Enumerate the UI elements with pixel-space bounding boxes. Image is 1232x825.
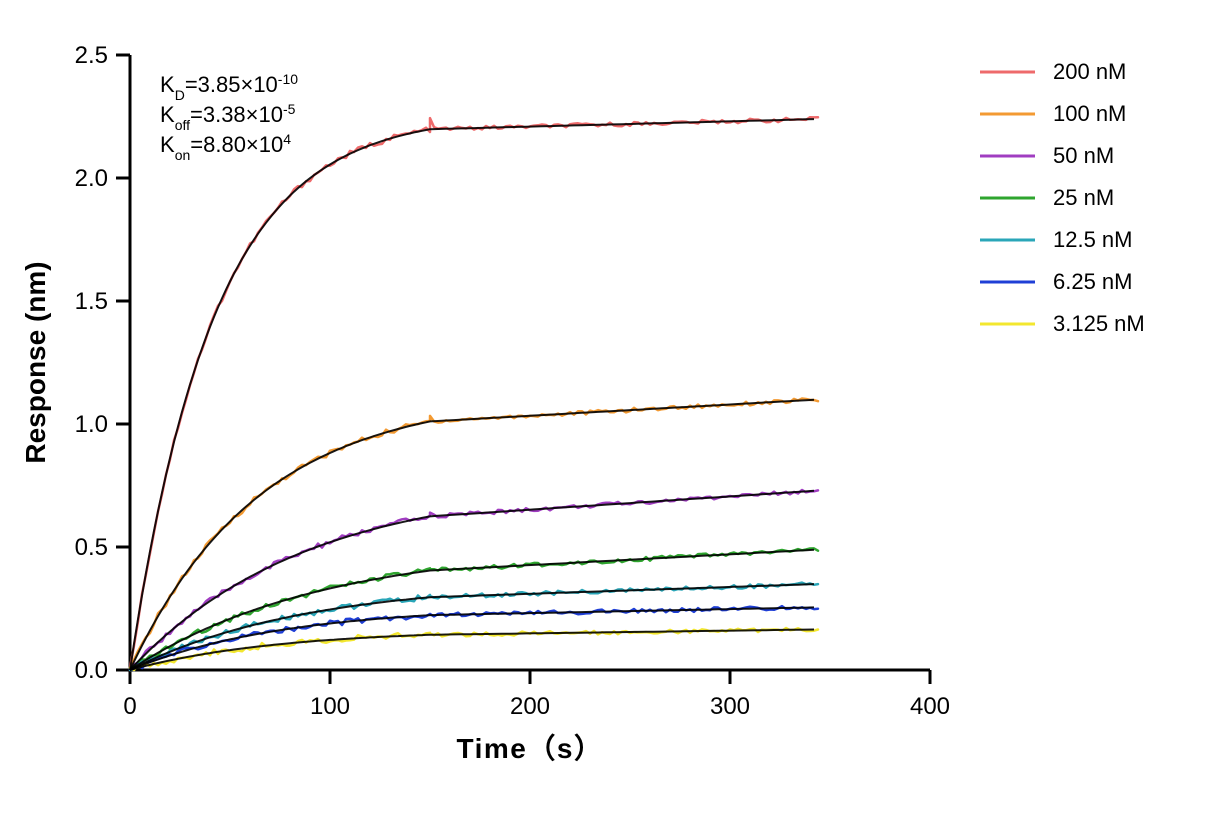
legend-label: 50 nM: [1053, 143, 1114, 168]
legend-label: 25 nM: [1053, 185, 1114, 210]
x-tick-label: 200: [510, 693, 550, 720]
x-tick-label: 400: [910, 693, 950, 720]
y-axis-label: Response (nm): [20, 261, 51, 463]
x-tick-label: 100: [310, 693, 350, 720]
y-tick-label: 1.0: [75, 411, 108, 438]
y-tick-label: 2.0: [75, 165, 108, 192]
x-tick-label: 0: [123, 693, 136, 720]
y-tick-label: 1.5: [75, 288, 108, 315]
legend-label: 3.125 nM: [1053, 311, 1145, 336]
x-tick-label: 300: [710, 693, 750, 720]
x-axis-label: Time（s）: [457, 732, 604, 764]
chart-svg: 0 100 200 300 400 0.0 0.5 1.0 1.5 2.0 2.5 Time（s） Re…: [0, 0, 1232, 825]
legend-label: 12.5 nM: [1053, 227, 1133, 252]
y-tick-label: 0.0: [75, 657, 108, 684]
y-tick-label: 2.5: [75, 42, 108, 69]
legend-label: 200 nM: [1053, 59, 1126, 84]
binding-kinetics-chart: 0 100 200 300 400 0.0 0.5 1.0 1.5 2.0 2.5 Time（s） Re…: [0, 0, 1232, 825]
y-tick-label: 0.5: [75, 534, 108, 561]
legend-label: 100 nM: [1053, 101, 1126, 126]
legend-label: 6.25 nM: [1053, 269, 1133, 294]
